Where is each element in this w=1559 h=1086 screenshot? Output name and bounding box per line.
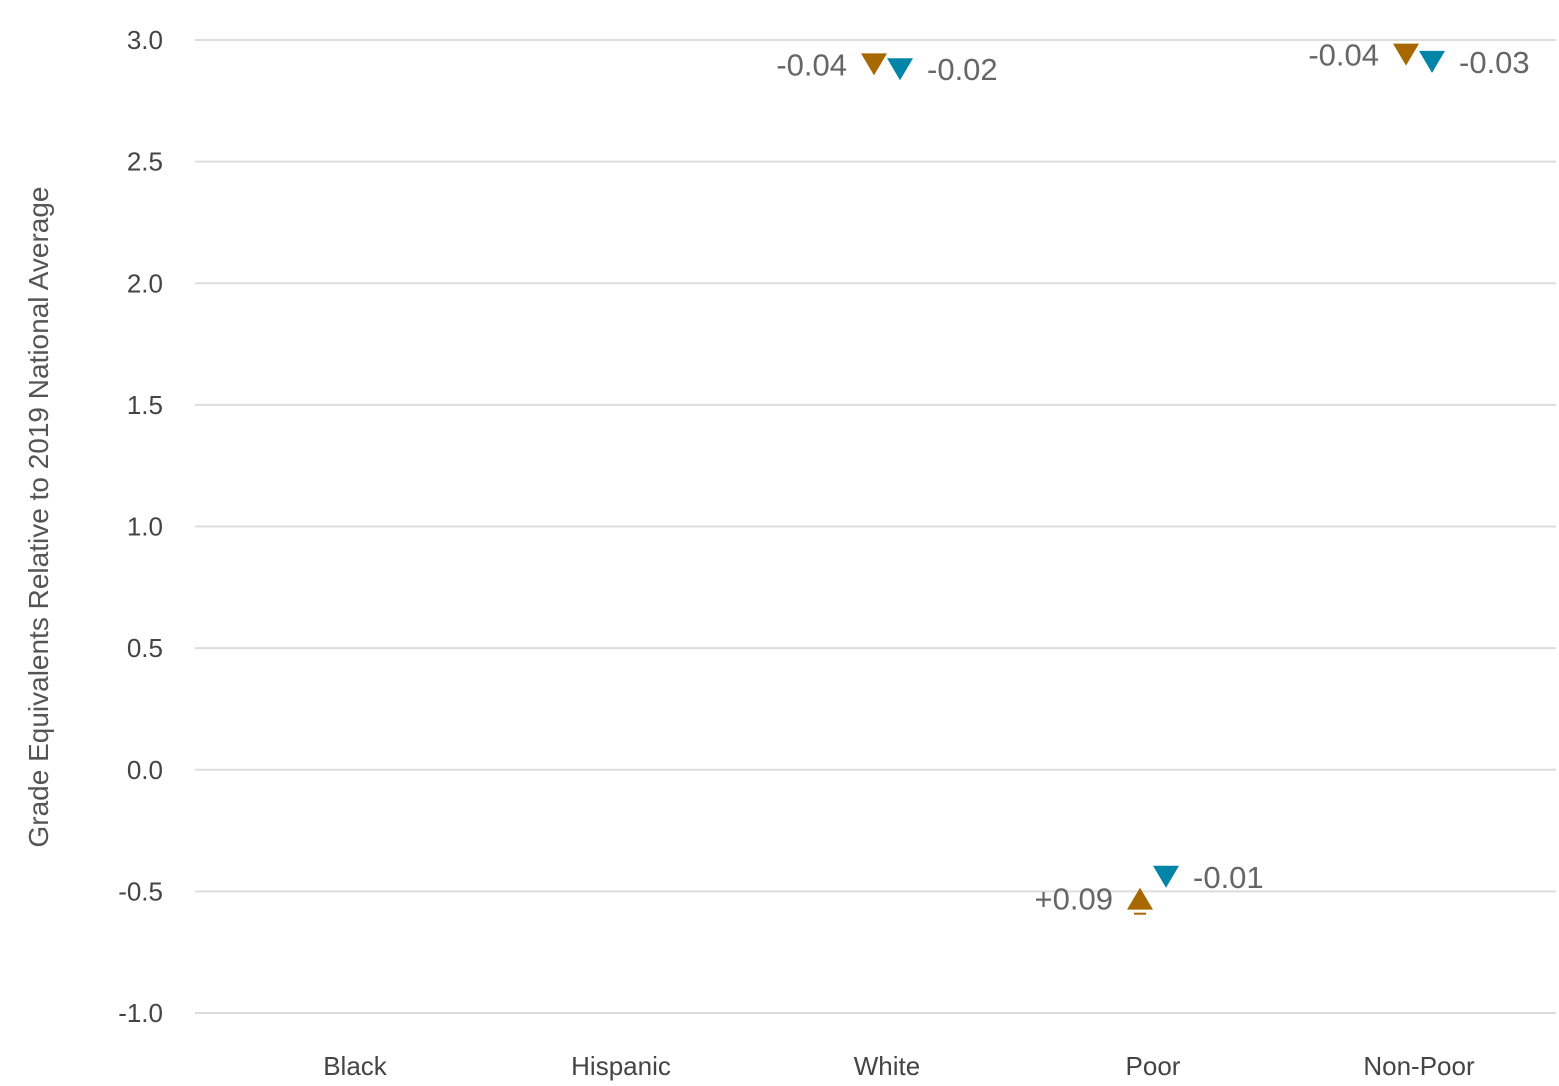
y-tick-label: -0.5 xyxy=(118,876,163,906)
x-category-label: Black xyxy=(323,1051,388,1081)
y-tick-label: -1.0 xyxy=(118,998,163,1028)
data-label: -0.03 xyxy=(1459,45,1530,80)
y-tick-label: 0.5 xyxy=(127,633,163,663)
down-triangle-marker xyxy=(861,53,887,76)
down-triangle-marker xyxy=(1153,865,1179,888)
y-axis-ticks: 3.0 2.5 2.0 1.5 1.0 0.5 0.0 -0.5 -1.0 xyxy=(118,25,163,1028)
up-triangle-marker xyxy=(1127,887,1153,910)
y-tick-label: 1.0 xyxy=(127,512,163,542)
x-category-label: Poor xyxy=(1126,1051,1181,1081)
y-tick-label: 0.0 xyxy=(127,755,163,785)
gridlines xyxy=(195,39,1556,1014)
x-category-label: Non-Poor xyxy=(1363,1051,1475,1081)
x-category-label: Hispanic xyxy=(571,1051,671,1081)
y-tick-label: 3.0 xyxy=(127,25,163,55)
data-label: -0.04 xyxy=(776,47,847,82)
data-label: -0.02 xyxy=(927,52,998,87)
data-label: -0.04 xyxy=(1308,38,1379,73)
down-triangle-marker xyxy=(1419,50,1445,73)
y-axis-title: Grade Equivalents Relative to 2019 Natio… xyxy=(23,186,54,847)
y-tick-label: 2.5 xyxy=(127,147,163,177)
y-tick-label: 1.5 xyxy=(127,390,163,420)
x-category-label: White xyxy=(854,1051,920,1081)
data-label: +0.09 xyxy=(1035,882,1113,917)
down-triangle-marker xyxy=(1393,43,1419,66)
y-tick-label: 2.0 xyxy=(127,268,163,298)
down-triangle-marker xyxy=(887,58,913,81)
data-label: -0.01 xyxy=(1193,860,1264,895)
data-markers: -0.04 +0.09 -0.04 -0.02 -0.01 -0.03 xyxy=(776,38,1529,917)
x-axis-categories: Black Hispanic White Poor Non-Poor xyxy=(323,1051,1475,1081)
